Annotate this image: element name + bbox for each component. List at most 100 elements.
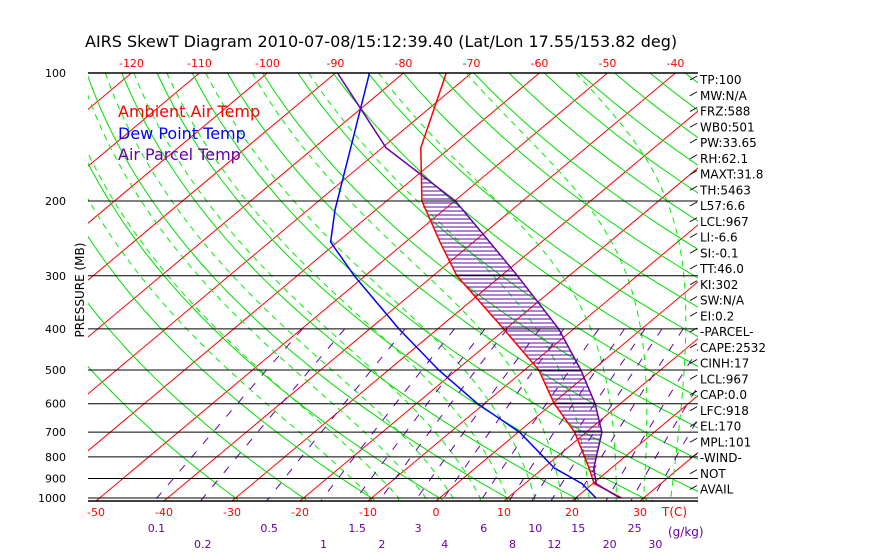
temp-tick-label-top: -120	[119, 57, 144, 70]
index-label: MPL:101	[700, 435, 751, 449]
index-label: MW:N/A	[700, 89, 748, 103]
index-label: PW:33.65	[700, 136, 757, 150]
mixing-ratio-line	[378, 328, 508, 501]
temp-tick-label-bottom: -30	[223, 506, 241, 519]
pressure-tick-label: 300	[45, 270, 66, 283]
chart-title: AIRS SkewT Diagram 2010-07-08/15:12:39.4…	[85, 32, 677, 51]
mixing-ratio-tick-label: 3	[415, 522, 422, 535]
mixing-ratio-tick-label: 15	[571, 522, 585, 535]
dry-adiabat	[473, 73, 698, 251]
dry-adiabat	[226, 73, 698, 460]
dry-adiabat	[755, 73, 870, 500]
mixing-ratio-tick-label: 12	[547, 538, 561, 551]
index-label: FRZ:588	[700, 105, 750, 119]
mixing-ratio-tick-label: 1	[320, 538, 327, 551]
dry-adiabat	[297, 73, 698, 398]
index-tick	[689, 343, 698, 349]
index-tick	[689, 170, 698, 175]
index-label: AVAIL	[700, 483, 734, 497]
dry-adiabat	[367, 73, 698, 338]
isotherm	[367, 224, 698, 501]
dry-adiabat	[508, 73, 698, 222]
index-label: KI:302	[700, 278, 738, 292]
temp-tick-label-top: -110	[187, 57, 212, 70]
index-tick	[689, 296, 698, 301]
pressure-tick-label: 700	[45, 426, 66, 439]
index-tick	[689, 437, 698, 443]
index-tick	[689, 280, 698, 286]
isotherm	[88, 73, 336, 281]
moist-adiabat	[88, 152, 400, 501]
mixing-ratio-tick-label: 0.1	[148, 522, 166, 535]
y-axis-label: PRESSURE (MB)	[73, 243, 87, 338]
isotherm	[503, 338, 698, 501]
mixing-ratio-tick-label: 20	[603, 538, 617, 551]
index-label: CAP:0.0	[700, 388, 747, 402]
pressure-tick-label: 800	[45, 451, 66, 464]
mixing-ratio-tick-label: 1.5	[348, 522, 366, 535]
moist-adiabat	[251, 73, 563, 501]
temp-tick-label-top: -50	[598, 57, 616, 70]
index-label: MAXT:31.8	[700, 168, 763, 182]
pressure-tick-label: 200	[45, 195, 66, 208]
profiles	[329, 73, 623, 499]
isotherm	[95, 73, 608, 501]
index-tick	[689, 374, 698, 380]
dry-adiabat	[88, 365, 239, 501]
pressure-tick-label: 500	[45, 364, 66, 377]
pressure-tick-label: 600	[45, 398, 66, 411]
dry-adiabat	[191, 73, 698, 493]
index-label: LCL:967	[700, 372, 749, 386]
index-tick	[689, 138, 698, 144]
index-tick	[689, 107, 698, 112]
index-tick	[689, 469, 698, 475]
index-tick	[689, 359, 698, 364]
index-label: L57:6.6	[700, 199, 745, 213]
index-tick	[689, 154, 698, 160]
index-tick	[689, 327, 698, 333]
index-label: CAPE:2532	[700, 341, 766, 355]
index-tick	[689, 91, 698, 97]
dry-adiabat	[88, 75, 512, 501]
mixing-ratio-tick-label: 25	[628, 522, 642, 535]
mixing-ratio-tick-label: 30	[648, 538, 662, 551]
temp-tick-label-bottom: -40	[155, 506, 173, 519]
index-tick	[689, 264, 698, 270]
index-label: -WIND-	[700, 451, 742, 465]
mixing-ratio-tick-label: 10	[528, 522, 542, 535]
index-tick	[689, 311, 698, 317]
mixing-ratio-tick-label: 2	[378, 538, 385, 551]
mixing-ratio-tick-label: 4	[441, 538, 448, 551]
temp-tick-label-top: -40	[666, 57, 684, 70]
dry-adiabat	[88, 302, 307, 501]
pressure-tick-label: 400	[45, 323, 66, 336]
temp-tick-label-bottom: 10	[497, 506, 511, 519]
dry-adiabat	[649, 73, 698, 111]
isotherm	[88, 73, 472, 395]
dry-adiabat	[88, 235, 375, 501]
temp-tick-label-bottom: -20	[291, 506, 309, 519]
index-label: EL:170	[700, 420, 741, 434]
index-label: CINH:17	[700, 357, 749, 371]
temp-tick-label-top: -80	[394, 57, 412, 70]
index-label: TP:100	[699, 73, 742, 87]
dry-adiabat	[262, 73, 698, 429]
index-tick	[689, 485, 698, 490]
index-label: NOT	[700, 467, 726, 481]
mixing-ratio-line	[200, 328, 346, 501]
ambient-temp-line	[420, 73, 623, 499]
legend-parcel: Air Parcel Temp	[118, 145, 241, 164]
index-tick	[689, 185, 698, 191]
index-tick	[689, 201, 698, 207]
temp-tick-label-bottom: 0	[433, 506, 440, 519]
index-label: SI:-0.1	[700, 246, 739, 260]
mixing-ratio-line	[154, 328, 303, 501]
dry-adiabat	[88, 162, 443, 501]
index-tick	[689, 248, 698, 254]
index-label: EI:0.2	[700, 309, 734, 323]
mixing-ratio-tick-label: 6	[480, 522, 487, 535]
index-label: WB0:501	[700, 120, 755, 134]
temp-tick-label-bottom: 30	[633, 506, 647, 519]
